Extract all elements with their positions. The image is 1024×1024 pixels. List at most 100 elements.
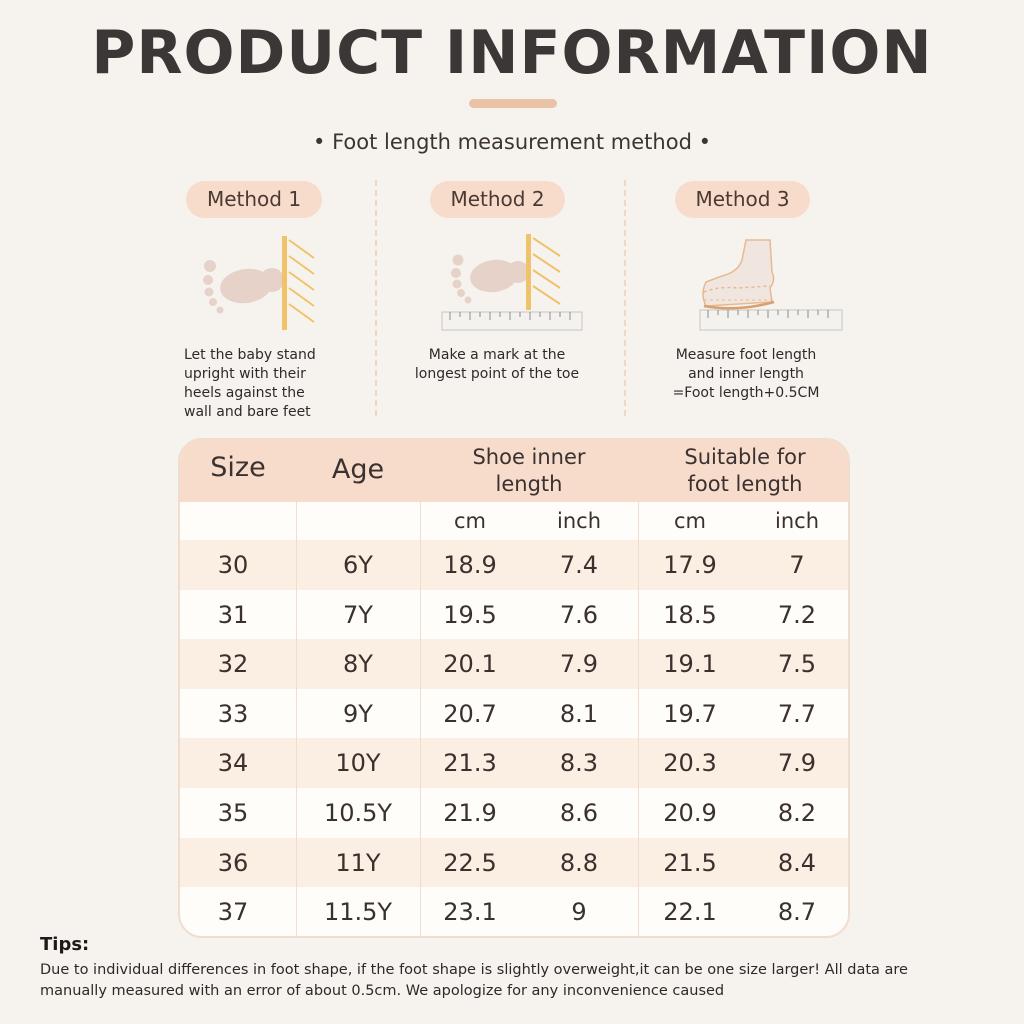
cell-size: 30	[217, 551, 249, 579]
page-title: PRODUCT INFORMATION	[91, 18, 933, 88]
caption-line: and inner length	[688, 366, 804, 382]
caption-line: wall and bare feet	[184, 404, 311, 420]
header-line: foot length	[687, 472, 803, 496]
method-1-badge: Method 1	[186, 181, 322, 218]
cell-size: 33	[217, 699, 249, 728]
header-line: Suitable for	[684, 445, 806, 469]
column-divider	[296, 502, 297, 936]
cell-foot-inch: 8.7	[777, 898, 817, 927]
tips-line: manually measured with an error of about…	[40, 983, 725, 999]
cell-size: 31	[217, 600, 249, 629]
cell-age: 7Y	[343, 600, 373, 629]
cell-age: 10Y	[335, 749, 381, 778]
table-row: 33 9Y 20.7 8.1 19.7 7.7	[180, 688, 848, 739]
cell-foot-inch: 7.9	[777, 749, 817, 778]
unit-inch: inch	[557, 509, 601, 533]
cell-inner-cm: 21.9	[443, 799, 497, 827]
method-2-caption: Make a mark at the longest point of the …	[405, 346, 589, 384]
cell-foot-cm: 20.9	[663, 799, 717, 827]
tips-line: Due to individual differences in foot sh…	[40, 962, 908, 978]
table-row: 30 6Y 18.9 7.4 17.9 7	[180, 540, 848, 590]
cell-foot-inch: 7	[789, 551, 805, 579]
cell-inner-cm: 19.5	[443, 600, 497, 629]
cell-foot-cm: 21.5	[663, 848, 717, 877]
cell-inner-inch: 9	[571, 898, 587, 927]
shoe-ruler-icon	[699, 239, 843, 331]
cell-inner-inch: 8.6	[559, 799, 599, 827]
caption-line: =Foot length+0.5CM	[672, 385, 820, 401]
cell-foot-cm: 18.5	[663, 600, 717, 629]
cell-inner-cm: 20.7	[443, 699, 497, 728]
column-divider	[638, 502, 639, 936]
caption-line: upright with their	[184, 366, 306, 382]
measurement-method-heading: • Foot length measurement method •	[313, 130, 711, 154]
cell-age: 11Y	[335, 848, 381, 877]
table-row: 32 8Y 20.1 7.9 19.1 7.5	[180, 639, 848, 690]
caption-line: longest point of the toe	[414, 366, 580, 382]
cell-inner-cm: 18.9	[443, 551, 497, 579]
cell-foot-inch: 7.7	[777, 699, 817, 728]
tips-text: Due to individual differences in foot sh…	[40, 960, 940, 1002]
cell-inner-cm: 21.3	[443, 749, 497, 778]
cell-foot-inch: 8.2	[777, 799, 817, 827]
table-row: 37 11.5Y 23.1 9 22.1 8.7	[180, 887, 848, 936]
unit-inch: inch	[775, 509, 819, 533]
cell-inner-inch: 8.1	[559, 699, 599, 728]
header-size: Size	[210, 452, 266, 483]
method-3-badge: Method 3	[675, 181, 810, 218]
caption-line: Make a mark at the	[428, 347, 566, 363]
table-header: Size Age Shoe inner length Suitable for …	[180, 440, 848, 502]
unit-row: cm inch cm inch	[180, 502, 848, 540]
header-line: length	[495, 472, 563, 496]
method-3-caption: Measure foot length and inner length =Fo…	[656, 346, 836, 403]
cell-foot-cm: 19.1	[663, 650, 717, 679]
table-row: 35 10.5Y 21.9 8.6 20.9 8.2	[180, 788, 848, 838]
cell-inner-inch: 8.3	[559, 749, 599, 778]
unit-cm: cm	[453, 509, 486, 533]
footprint-wall-icon	[203, 236, 315, 330]
cell-size: 32	[217, 650, 249, 679]
cell-size: 35	[217, 799, 249, 827]
cell-age: 10.5Y	[323, 799, 393, 827]
header-line: Shoe inner	[472, 445, 586, 469]
unit-cm: cm	[673, 509, 706, 533]
cell-inner-cm: 20.1	[443, 650, 497, 679]
size-chart-table: Size Age Shoe inner length Suitable for …	[178, 438, 850, 938]
header-shoe-inner-length: Shoe inner length	[420, 444, 638, 498]
cell-inner-inch: 7.6	[559, 600, 599, 629]
cell-foot-cm: 17.9	[663, 551, 717, 579]
cell-foot-cm: 22.1	[663, 898, 717, 927]
caption-line: heels against the	[184, 385, 305, 401]
caption-line: Let the baby stand	[184, 347, 316, 363]
method-2-badge: Method 2	[430, 181, 565, 218]
cell-inner-inch: 7.4	[559, 551, 599, 579]
caption-line: Measure foot length	[675, 347, 817, 363]
header-age: Age	[331, 454, 385, 485]
header-suitable-foot-length: Suitable for foot length	[638, 444, 848, 498]
tips-label: Tips:	[40, 934, 90, 955]
table-row: 36 11Y 22.5 8.8 21.5 8.4	[180, 837, 848, 888]
cell-foot-inch: 7.5	[777, 650, 817, 679]
title-underline	[469, 99, 557, 108]
cell-size: 36	[217, 848, 249, 877]
cell-size: 37	[217, 898, 249, 927]
cell-foot-cm: 20.3	[663, 749, 717, 778]
cell-age: 6Y	[343, 551, 373, 579]
cell-age: 9Y	[343, 699, 373, 728]
cell-age: 8Y	[343, 650, 373, 679]
method-1-caption: Let the baby stand upright with their he…	[184, 346, 344, 422]
cell-foot-inch: 7.2	[777, 600, 817, 629]
cell-foot-cm: 19.7	[663, 699, 717, 728]
cell-inner-inch: 7.9	[559, 650, 599, 679]
cell-foot-inch: 8.4	[777, 848, 817, 877]
cell-size: 34	[217, 749, 249, 778]
footprint-ruler-icon	[441, 234, 583, 331]
method-divider	[624, 180, 626, 416]
cell-inner-cm: 22.5	[443, 848, 497, 877]
table-row: 31 7Y 19.5 7.6 18.5 7.2	[180, 589, 848, 640]
column-divider	[420, 502, 421, 936]
cell-age: 11.5Y	[323, 898, 393, 927]
method-divider	[375, 180, 377, 416]
cell-inner-cm: 23.1	[443, 898, 497, 927]
table-row: 34 10Y 21.3 8.3 20.3 7.9	[180, 738, 848, 789]
